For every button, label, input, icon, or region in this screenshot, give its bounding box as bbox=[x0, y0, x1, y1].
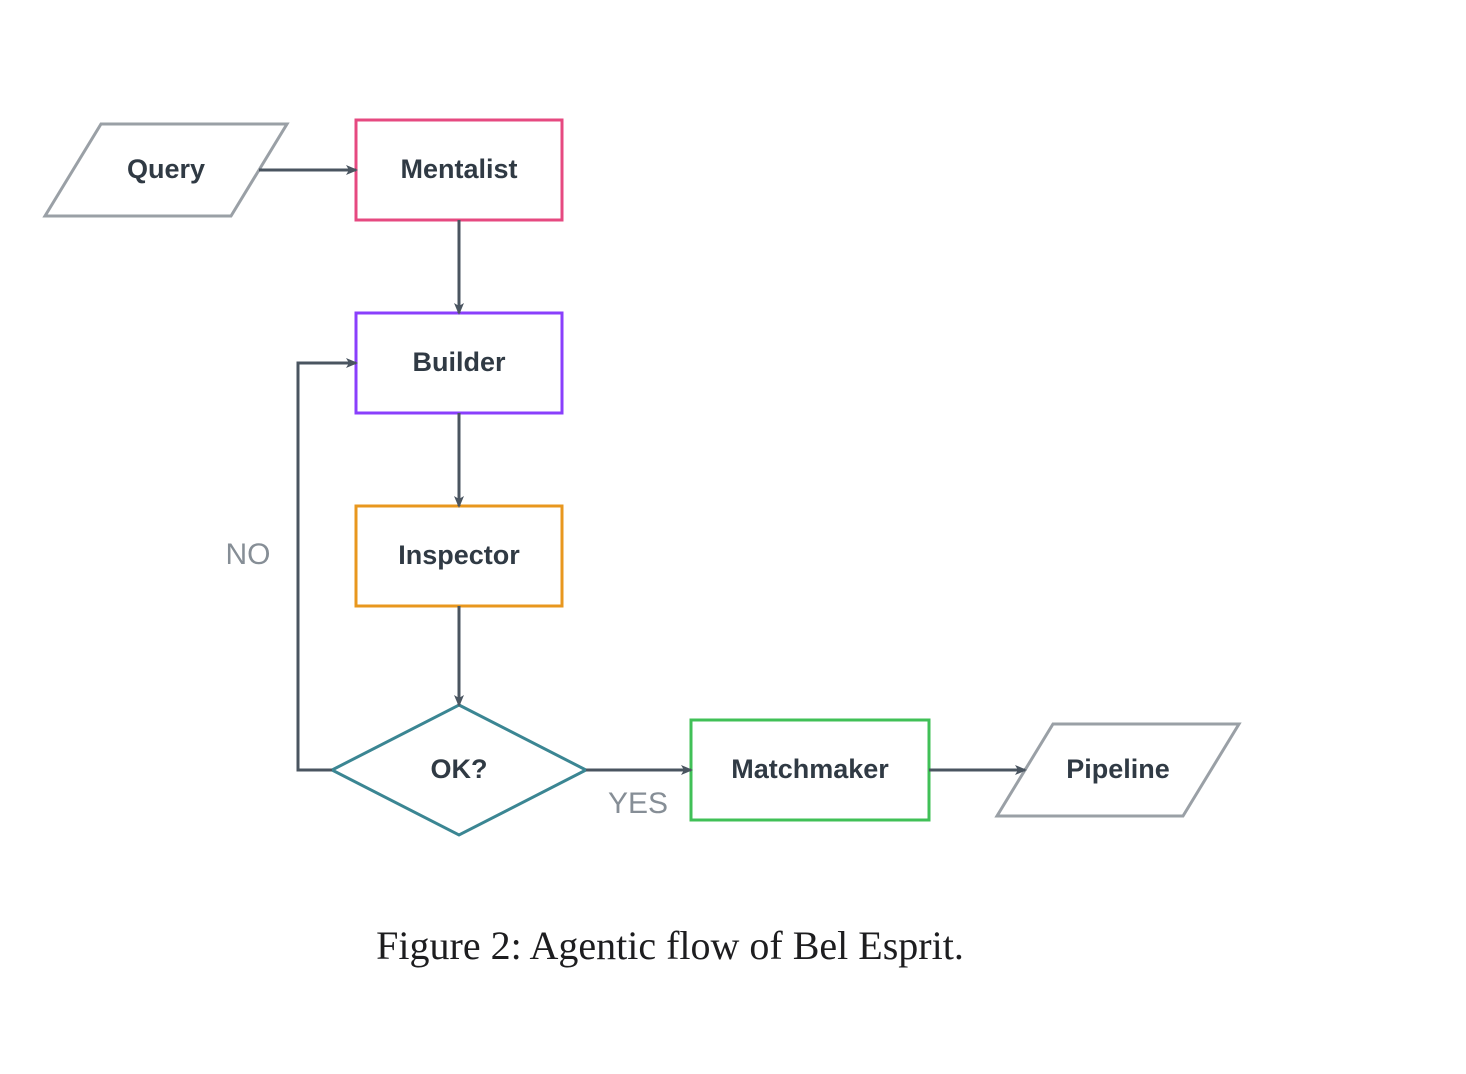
node-pipeline: Pipeline bbox=[997, 724, 1239, 816]
edge-label-no: NO bbox=[226, 538, 271, 571]
node-query: Query bbox=[45, 124, 287, 216]
node-matchmaker-label: Matchmaker bbox=[731, 754, 889, 784]
node-matchmaker: Matchmaker bbox=[691, 720, 929, 820]
node-builder: Builder bbox=[356, 313, 562, 413]
node-builder-label: Builder bbox=[412, 347, 506, 377]
node-query-label: Query bbox=[127, 154, 205, 184]
figure-caption: Figure 2: Agentic flow of Bel Esprit. bbox=[376, 923, 964, 968]
node-ok-label: OK? bbox=[431, 754, 488, 784]
node-inspector: Inspector bbox=[356, 506, 562, 606]
flowchart-canvas: Query Mentalist Builder Inspector OK? Matchma… bbox=[0, 0, 1466, 1074]
node-ok: OK? bbox=[332, 705, 586, 835]
node-inspector-label: Inspector bbox=[398, 540, 520, 570]
node-mentalist-label: Mentalist bbox=[400, 154, 517, 184]
node-pipeline-label: Pipeline bbox=[1066, 754, 1170, 784]
edge-label-yes: YES bbox=[608, 787, 668, 820]
node-mentalist: Mentalist bbox=[356, 120, 562, 220]
edge-ok-builder bbox=[298, 363, 356, 770]
